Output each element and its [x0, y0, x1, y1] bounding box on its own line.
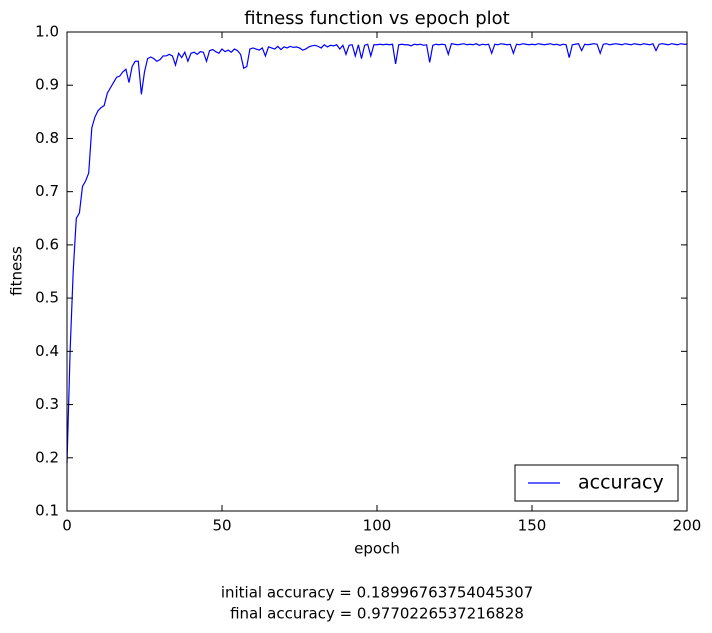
x-tick-label: 0 [62, 517, 72, 535]
y-tick-label: 0.1 [35, 502, 59, 520]
plot-frame [66, 31, 688, 512]
y-tick-label: 1.0 [35, 23, 59, 41]
annotation: final accuracy = 0.9770226537216828 [230, 605, 524, 623]
y-tick-label: 0.2 [35, 448, 59, 466]
y-tick-label: 0.8 [35, 129, 59, 147]
y-tick-label: 0.7 [35, 182, 59, 200]
x-tick-label: 50 [212, 517, 231, 535]
y-tick-label: 0.4 [35, 342, 59, 360]
data-line [66, 42, 688, 464]
x-tick-label: 200 [673, 517, 702, 535]
y-axis-label: fitness [8, 246, 26, 296]
y-tick-label: 0.3 [35, 395, 59, 413]
x-axis-label: epoch [354, 540, 400, 558]
chart-title: fitness function vs epoch plot [244, 8, 509, 29]
annotation: initial accuracy = 0.18996763754045307 [221, 584, 533, 602]
legend-label: accuracy [578, 472, 664, 494]
y-tick-label: 0.6 [35, 235, 59, 253]
x-tick-label: 150 [518, 517, 547, 535]
x-tick-label: 100 [363, 517, 392, 535]
y-tick-label: 0.5 [35, 289, 59, 307]
y-tick-label: 0.9 [35, 76, 59, 94]
